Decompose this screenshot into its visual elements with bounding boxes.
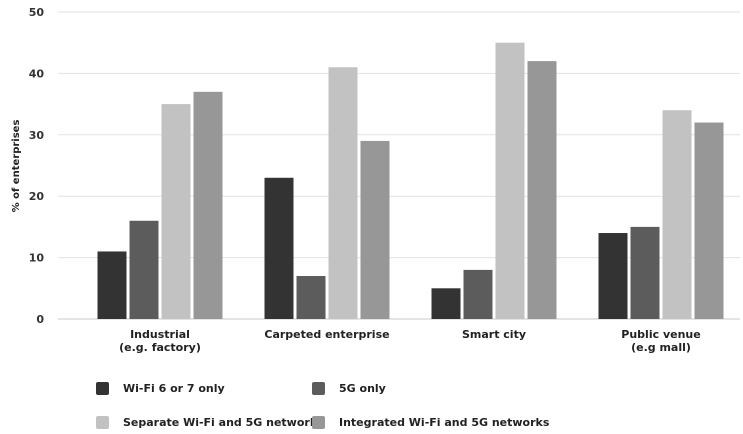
bar [328,67,358,319]
legend-item-separate: Separate Wi-Fi and 5G networks [96,416,324,429]
bar [463,269,493,319]
bar [495,42,525,319]
bar [662,110,692,320]
x-category-label: Carpeted enterprise [264,328,389,341]
y-tick-label: 30 [29,129,45,142]
x-category-label: Industrial [130,328,190,341]
bar [694,122,724,320]
bar [598,233,628,319]
y-tick-label: 0 [36,313,44,326]
x-axis-category-labels: Industrial(e.g. factory) Carpeted enterpr… [119,328,701,354]
bar [527,61,557,320]
legend-swatch [96,416,109,429]
bar [129,220,159,319]
bar [630,226,660,319]
x-category-label: Public venue [621,328,700,341]
bar [264,177,294,319]
y-tick-label: 40 [29,67,45,80]
legend-label: Integrated Wi-Fi and 5G networks [339,416,550,429]
bar [296,276,326,319]
legend-swatch [96,382,109,395]
y-axis-tick-labels: 0 10 20 30 40 50 [29,6,45,326]
legend-label: Separate Wi-Fi and 5G networks [123,416,324,429]
legend: Wi-Fi 6 or 7 only 5G only Separate Wi-Fi… [96,380,716,434]
bar [97,251,127,319]
y-tick-label: 10 [29,252,45,265]
legend-label: 5G only [339,382,386,395]
legend-item-wifi-only: Wi-Fi 6 or 7 only [96,382,225,395]
x-category-label: (e.g mall) [631,341,691,354]
bars [97,42,724,320]
legend-swatch [312,382,325,395]
bar [431,288,461,319]
bar [193,91,223,319]
bar [360,140,390,319]
x-category-label: (e.g. factory) [119,341,201,354]
legend-label: Wi-Fi 6 or 7 only [123,382,225,395]
legend-item-integrated: Integrated Wi-Fi and 5G networks [312,416,549,429]
y-tick-label: 20 [29,190,45,203]
legend-swatch [312,416,325,429]
legend-item-5g-only: 5G only [312,382,386,395]
y-axis-title: % of enterprises [11,120,22,213]
x-category-label: Smart city [462,328,526,341]
y-tick-label: 50 [29,6,45,19]
bar [161,104,191,319]
